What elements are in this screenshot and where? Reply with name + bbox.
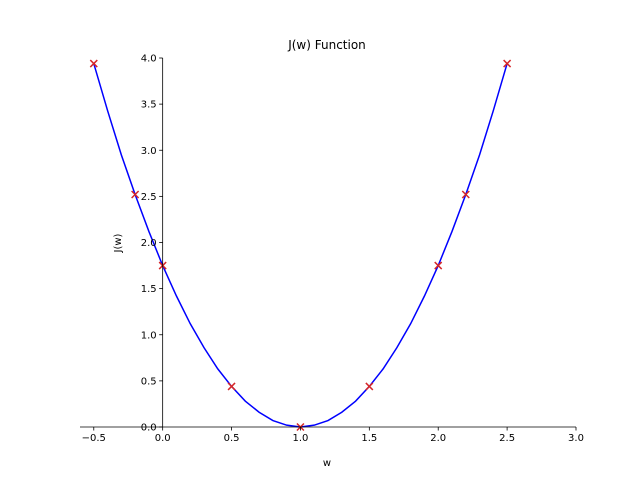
y-tick-label: 1.5 <box>141 284 157 295</box>
x-tick-label: −0.5 <box>82 433 106 444</box>
y-tick-label: 0.0 <box>141 423 157 434</box>
x-axis-title: w <box>323 458 331 469</box>
y-axis-title: J(w) <box>113 233 124 253</box>
data-point-marker <box>365 382 374 391</box>
data-point-marker <box>89 59 98 68</box>
x-tick-label: 2.0 <box>430 433 446 444</box>
x-tick-label: 3.0 <box>568 433 584 444</box>
axes: −0.5 0.0 0.5 1.0 1.5 2.0 2.5 3.0 0.0 0.5 1.0 1.5 2.0… <box>80 54 584 444</box>
marker-stroke <box>503 59 512 68</box>
data-point-marker <box>227 382 236 391</box>
y-tick-label: 2.0 <box>141 238 157 249</box>
y-tick-label: 0.5 <box>141 376 157 387</box>
y-tick-label: 3.0 <box>141 146 157 157</box>
x-tick-label: 1.5 <box>361 433 377 444</box>
y-tick-label: 1.0 <box>141 330 157 341</box>
x-tick-label: 1.0 <box>292 433 308 444</box>
marker-stroke <box>434 261 443 270</box>
marker-stroke <box>227 382 236 391</box>
x-tick-label: 0.5 <box>224 433 240 444</box>
data-point-marker <box>503 59 512 68</box>
x-tick-label: 2.5 <box>499 433 515 444</box>
data-point-marker <box>131 190 140 199</box>
data-point-marker <box>434 261 443 270</box>
y-tick-label: 2.5 <box>141 192 157 203</box>
y-tick-label: 4.0 <box>141 54 157 65</box>
x-tick-label: 0.0 <box>155 433 171 444</box>
marker-stroke <box>461 190 470 199</box>
y-tick-label: 3.5 <box>141 100 157 111</box>
marker-stroke <box>89 59 98 68</box>
chart-title: J(w) Function <box>287 38 366 52</box>
marker-stroke <box>365 382 374 391</box>
data-point-marker <box>461 190 470 199</box>
marker-stroke <box>131 190 140 199</box>
